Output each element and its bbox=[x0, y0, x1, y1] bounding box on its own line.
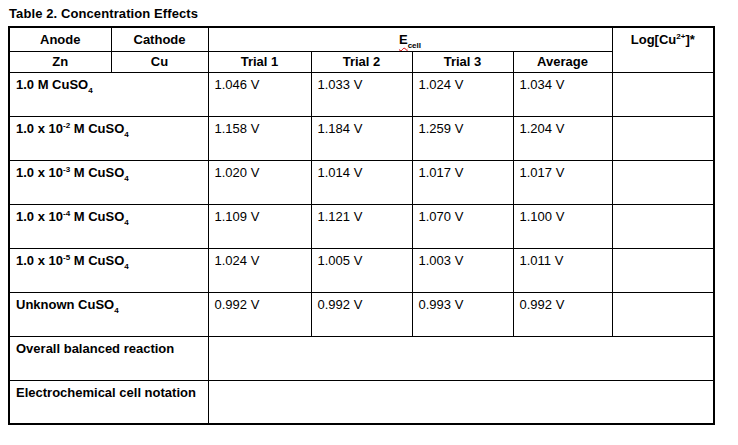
ecell-base: E bbox=[399, 32, 408, 47]
row-label-overall-reaction: Overall balanced reaction bbox=[9, 336, 208, 380]
header-trial-3: Trial 3 bbox=[412, 51, 513, 72]
header-row-2: Zn Cu Trial 1 Trial 2 Trial 3 Average bbox=[9, 51, 714, 72]
label-text: 1.0 M CuSO bbox=[16, 77, 88, 92]
label-text: 1.0 x 10 bbox=[16, 253, 63, 268]
label-subscript: 4 bbox=[124, 261, 128, 270]
log-answer-cell[interactable] bbox=[612, 116, 714, 160]
table-row: Unknown CuSO4 0.992 V 0.992 V 0.993 V 0.… bbox=[9, 292, 714, 336]
average-value: 1.034 V bbox=[513, 72, 612, 116]
trial1-value: 1.024 V bbox=[208, 248, 311, 292]
trial3-value: 0.993 V bbox=[412, 292, 513, 336]
label-text: 1.0 x 10 bbox=[16, 121, 63, 136]
label-subscript: 4 bbox=[88, 85, 92, 94]
label-text: 1.0 x 10 bbox=[16, 209, 63, 224]
row-label-10e-5: 1.0 x 10-5 M CuSO4 bbox=[9, 248, 208, 292]
trial1-value: 1.158 V bbox=[208, 116, 311, 160]
average-value: 1.017 V bbox=[513, 160, 612, 204]
header-cathode: Cathode bbox=[111, 27, 208, 51]
table-row: 1.0 x 10-5 M CuSO4 1.024 V 1.005 V 1.003… bbox=[9, 248, 714, 292]
header-anode-metal: Zn bbox=[9, 51, 111, 72]
header-ecell: Ecell bbox=[208, 27, 612, 51]
trial2-value: 0.992 V bbox=[311, 292, 412, 336]
table-row: 1.0 x 10-2 M CuSO4 1.158 V 1.184 V 1.259… bbox=[9, 116, 714, 160]
average-value: 0.992 V bbox=[513, 292, 612, 336]
log-answer-cell[interactable] bbox=[612, 292, 714, 336]
header-anode: Anode bbox=[9, 27, 111, 51]
label-subscript: 4 bbox=[124, 173, 128, 182]
cell-notation-answer-cell[interactable] bbox=[208, 380, 714, 424]
header-trial-2: Trial 2 bbox=[311, 51, 412, 72]
trial3-value: 1.024 V bbox=[412, 72, 513, 116]
overall-reaction-answer-cell[interactable] bbox=[208, 336, 714, 380]
header-row-1: Anode Cathode Ecell Log[Cu2+]* bbox=[9, 27, 714, 51]
row-label-10e-2: 1.0 x 10-2 M CuSO4 bbox=[9, 116, 208, 160]
row-label-cell-notation: Electrochemical cell notation bbox=[9, 380, 208, 424]
table-row: 1.0 M CuSO4 1.046 V 1.033 V 1.024 V 1.03… bbox=[9, 72, 714, 116]
trial3-value: 1.070 V bbox=[412, 204, 513, 248]
trial1-value: 0.992 V bbox=[208, 292, 311, 336]
label-text: M CuSO bbox=[70, 253, 124, 268]
row-label-10e-3: 1.0 x 10-3 M CuSO4 bbox=[9, 160, 208, 204]
label-subscript: 4 bbox=[124, 129, 128, 138]
trial2-value: 1.184 V bbox=[311, 116, 412, 160]
row-label-10e-4: 1.0 x 10-4 M CuSO4 bbox=[9, 204, 208, 248]
table-row: 1.0 x 10-4 M CuSO4 1.109 V 1.121 V 1.070… bbox=[9, 204, 714, 248]
log-post: ]* bbox=[685, 32, 694, 47]
ecell-label-misspelling-underline: Ecell bbox=[399, 32, 421, 47]
header-trial-1: Trial 1 bbox=[208, 51, 311, 72]
label-text: Unknown CuSO bbox=[16, 297, 114, 312]
average-value: 1.011 V bbox=[513, 248, 612, 292]
ecell-subscript: cell bbox=[408, 40, 421, 49]
log-answer-cell[interactable] bbox=[612, 248, 714, 292]
log-answer-cell[interactable] bbox=[612, 72, 714, 116]
table-row: Overall balanced reaction bbox=[9, 336, 714, 380]
trial3-value: 1.003 V bbox=[412, 248, 513, 292]
label-subscript: 4 bbox=[124, 217, 128, 226]
average-value: 1.100 V bbox=[513, 204, 612, 248]
average-value: 1.204 V bbox=[513, 116, 612, 160]
header-log-cu: Log[Cu2+]* bbox=[612, 27, 714, 72]
trial3-value: 1.259 V bbox=[412, 116, 513, 160]
label-subscript: 4 bbox=[114, 305, 118, 314]
row-label-unknown: Unknown CuSO4 bbox=[9, 292, 208, 336]
trial2-value: 1.014 V bbox=[311, 160, 412, 204]
label-text: M CuSO bbox=[70, 209, 124, 224]
trial2-value: 1.005 V bbox=[311, 248, 412, 292]
table-row: Electrochemical cell notation bbox=[9, 380, 714, 424]
trial1-value: 1.020 V bbox=[208, 160, 311, 204]
trial3-value: 1.017 V bbox=[412, 160, 513, 204]
trial2-value: 1.033 V bbox=[311, 72, 412, 116]
header-average: Average bbox=[513, 51, 612, 72]
concentration-effects-table: Anode Cathode Ecell Log[Cu2+]* Zn Cu Tri… bbox=[8, 26, 715, 425]
trial1-value: 1.046 V bbox=[208, 72, 311, 116]
header-cathode-metal: Cu bbox=[111, 51, 208, 72]
log-answer-cell[interactable] bbox=[612, 204, 714, 248]
label-text: M CuSO bbox=[70, 121, 124, 136]
trial1-value: 1.109 V bbox=[208, 204, 311, 248]
log-pre: Log[Cu bbox=[631, 32, 676, 47]
trial2-value: 1.121 V bbox=[311, 204, 412, 248]
table-caption: Table 2. Concentration Effects bbox=[9, 6, 738, 21]
table-row: 1.0 x 10-3 M CuSO4 1.020 V 1.014 V 1.017… bbox=[9, 160, 714, 204]
label-text: 1.0 x 10 bbox=[16, 165, 63, 180]
document-page: Table 2. Concentration Effects Anode Cat… bbox=[0, 0, 738, 425]
label-text: M CuSO bbox=[70, 165, 124, 180]
log-answer-cell[interactable] bbox=[612, 160, 714, 204]
row-label-1-0-m: 1.0 M CuSO4 bbox=[9, 72, 208, 116]
